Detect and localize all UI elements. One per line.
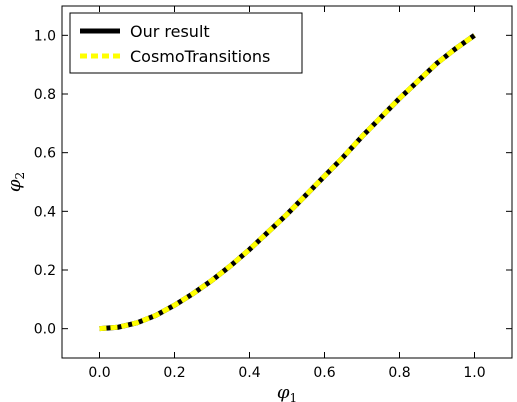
y-tick-label: 0.6 xyxy=(34,146,56,162)
y-axis-label-sub: 2 xyxy=(13,172,27,180)
x-tick-label: 0.6 xyxy=(313,365,335,381)
y-axis-label: φ2 xyxy=(4,172,27,192)
y-tick-label: 0.0 xyxy=(34,322,56,338)
legend: Our result CosmoTransitions xyxy=(69,12,303,74)
legend-box xyxy=(69,12,303,74)
y-tick-label: 0.2 xyxy=(34,263,56,279)
x-axis-label: φ1 xyxy=(277,382,297,402)
x-tick-label: 1.0 xyxy=(463,365,485,381)
y-axis-label-main: φ xyxy=(4,179,25,192)
plot-frame xyxy=(61,5,513,359)
series-line-cosmotransitions xyxy=(99,33,476,332)
x-tick-label: 0.8 xyxy=(388,365,410,381)
x-tick-label: 0.0 xyxy=(88,365,110,381)
x-tick-label: 0.2 xyxy=(163,365,185,381)
series-layer xyxy=(99,33,476,332)
y-tick-label: 0.8 xyxy=(34,87,56,103)
x-axis-label-main: φ xyxy=(277,382,290,402)
tick-layer: 0.0 0.2 0.4 0.6 0.8 1.0 0.0 0.2 0.4 0.6 0.8 1.0 xyxy=(34,6,512,381)
y-tick-label: 1.0 xyxy=(34,28,56,44)
x-tick-label: 0.4 xyxy=(238,365,260,381)
x-axis-label-sub: 1 xyxy=(289,391,297,402)
y-tick-label: 0.4 xyxy=(34,204,56,220)
legend-label-our-result: Our result xyxy=(130,22,210,41)
legend-label-cosmotransitions: CosmoTransitions xyxy=(130,47,270,66)
